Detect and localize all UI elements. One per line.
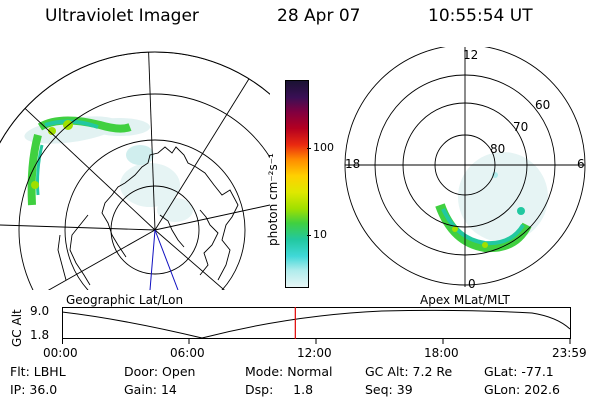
colorbar-tick <box>307 148 311 149</box>
info-glat: GLat: -77.1 <box>484 364 554 379</box>
altitude-axis-label: GC Alt <box>10 309 24 347</box>
mlt-label-18: 18 <box>345 157 360 171</box>
info-dsp: Dsp: 1.8 <box>245 382 314 397</box>
altitude-tick-max: 9.0 <box>30 304 50 318</box>
mlat-label-70: 70 <box>513 120 528 134</box>
aurora-emission-geo <box>24 116 193 222</box>
time-tick-1800: 18:00 <box>424 346 459 360</box>
colorbar-tick <box>307 235 311 236</box>
geographic-panel-label: Geographic Lat/Lon <box>66 293 184 307</box>
info-ip: IP: 36.0 <box>10 382 58 397</box>
aurora-emission-mag <box>435 152 548 253</box>
colorbar-unit-label: photon cm⁻²s⁻¹ <box>266 153 280 246</box>
satellite-track-line <box>154 229 179 290</box>
mlt-label-12: 12 <box>463 48 478 62</box>
instrument-title: Ultraviolet Imager <box>45 6 199 26</box>
satellite-track-line <box>149 229 156 290</box>
time-tick-0600: 06:00 <box>170 346 205 360</box>
info-flt: Flt: LBHL <box>10 364 66 379</box>
geographic-map <box>0 51 270 290</box>
mlt-label-6: 6 <box>577 157 585 171</box>
time-tick-1200: 12:00 <box>297 346 332 360</box>
info-glon: GLon: 202.6 <box>484 382 560 397</box>
colorbar-tick-100: 100 <box>313 141 334 154</box>
altitude-x-ticks <box>62 338 571 344</box>
mlat-label-80: 80 <box>490 142 505 156</box>
info-door: Door: Open <box>124 364 196 379</box>
info-seq: Seq: 39 <box>365 382 413 397</box>
time-label: 10:55:54 UT <box>428 6 533 26</box>
colorbar-tick-10: 10 <box>313 228 327 241</box>
altitude-curve <box>62 309 571 339</box>
magnetic-panel-label: Apex MLat/MLT <box>420 293 510 307</box>
time-tick-0000: 00:00 <box>43 346 78 360</box>
info-mode: Mode: Normal <box>245 364 333 379</box>
altitude-plot <box>62 307 571 344</box>
mlt-label-0: 0 <box>468 277 476 290</box>
time-tick-2359: 23:59 <box>552 346 587 360</box>
altitude-tick-min: 1.8 <box>30 328 50 342</box>
magnetic-polar-plot: 12 18 6 0 60 70 80 <box>344 47 586 290</box>
mlat-label-60: 60 <box>535 98 550 112</box>
colorbar <box>285 80 309 288</box>
info-gain: Gain: 14 <box>124 382 177 397</box>
info-gc-alt: GC Alt: 7.2 Re <box>365 364 453 379</box>
date-label: 28 Apr 07 <box>277 6 361 26</box>
magnetic-grid <box>344 47 586 287</box>
